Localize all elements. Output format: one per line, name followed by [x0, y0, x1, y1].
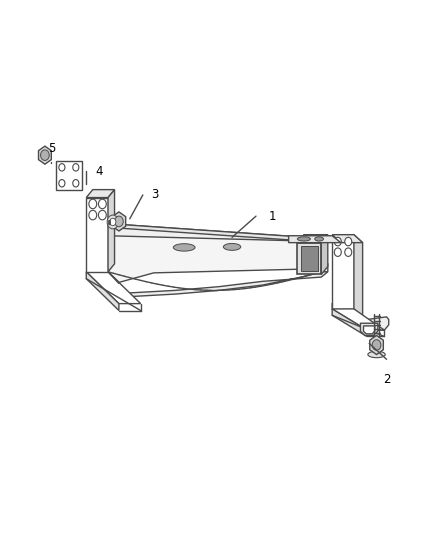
- Polygon shape: [86, 190, 115, 198]
- Polygon shape: [106, 224, 321, 253]
- Circle shape: [372, 340, 381, 350]
- Polygon shape: [108, 190, 115, 272]
- Circle shape: [59, 180, 65, 187]
- Polygon shape: [289, 236, 341, 243]
- Text: 2: 2: [383, 373, 390, 385]
- Circle shape: [334, 237, 341, 246]
- Polygon shape: [39, 146, 51, 164]
- Ellipse shape: [173, 244, 195, 251]
- Circle shape: [345, 248, 352, 256]
- Polygon shape: [108, 272, 328, 297]
- Ellipse shape: [297, 237, 311, 241]
- Polygon shape: [297, 235, 328, 243]
- Polygon shape: [360, 323, 378, 335]
- Polygon shape: [86, 272, 119, 311]
- Circle shape: [89, 211, 97, 220]
- Circle shape: [41, 150, 49, 160]
- Circle shape: [73, 180, 79, 187]
- Polygon shape: [56, 161, 82, 190]
- Polygon shape: [112, 212, 126, 231]
- Circle shape: [107, 215, 118, 229]
- Text: 5: 5: [48, 142, 55, 155]
- Polygon shape: [108, 236, 328, 282]
- Circle shape: [99, 199, 106, 209]
- Circle shape: [59, 164, 65, 171]
- Ellipse shape: [368, 351, 385, 358]
- Circle shape: [73, 164, 79, 171]
- Polygon shape: [364, 326, 375, 334]
- Text: 1: 1: [269, 209, 276, 223]
- Polygon shape: [301, 246, 318, 271]
- Circle shape: [110, 218, 116, 225]
- Text: 4: 4: [95, 165, 102, 177]
- Circle shape: [89, 199, 97, 209]
- Polygon shape: [332, 235, 363, 243]
- Polygon shape: [321, 235, 328, 274]
- Polygon shape: [332, 309, 385, 330]
- Polygon shape: [86, 198, 108, 272]
- Text: 3: 3: [152, 189, 159, 201]
- Polygon shape: [332, 301, 389, 330]
- Circle shape: [115, 216, 123, 227]
- Polygon shape: [297, 243, 321, 274]
- Polygon shape: [332, 309, 367, 336]
- Polygon shape: [86, 272, 141, 304]
- Circle shape: [334, 248, 341, 256]
- Ellipse shape: [315, 237, 323, 241]
- Polygon shape: [354, 235, 363, 317]
- Circle shape: [345, 237, 352, 246]
- Polygon shape: [370, 335, 383, 354]
- Circle shape: [99, 211, 106, 220]
- Polygon shape: [108, 224, 321, 249]
- Polygon shape: [332, 235, 354, 309]
- Ellipse shape: [223, 244, 241, 251]
